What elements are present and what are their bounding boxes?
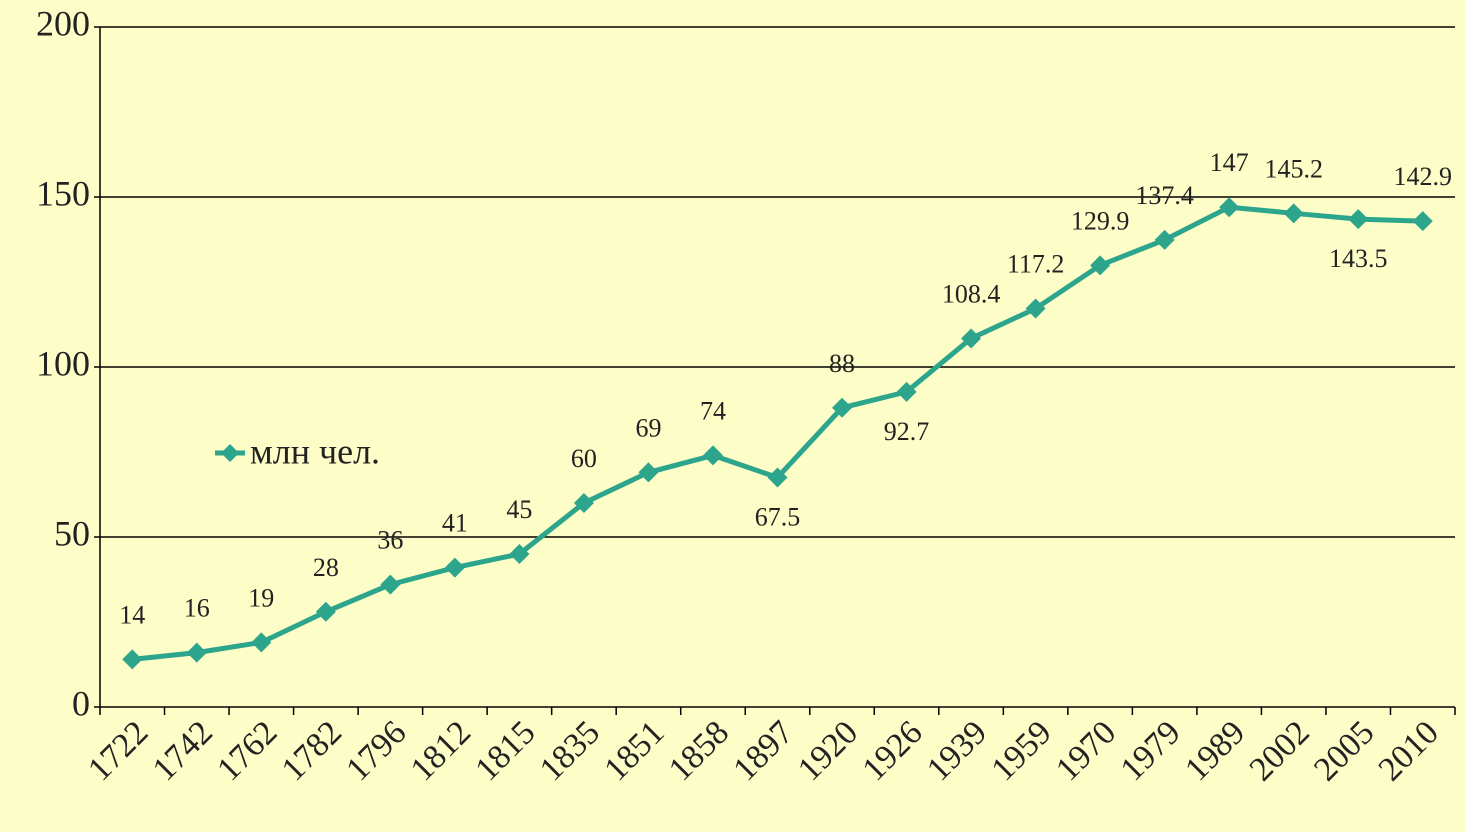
marker [186,642,207,663]
marker [1283,203,1304,224]
x-tick-label: 1835 [533,714,607,788]
data-label: 74 [700,396,726,425]
y-tick-label: 50 [54,513,90,553]
x-tick-label: 1722 [81,714,155,788]
y-tick-label: 200 [36,3,90,43]
marker [702,445,723,466]
legend-label: млн чел. [250,431,380,471]
data-label: 143.5 [1329,244,1388,273]
legend-marker [221,444,239,462]
data-label: 60 [571,444,597,473]
y-tick-label: 100 [36,343,90,383]
marker [573,493,594,513]
x-tick-label: 2010 [1372,714,1446,788]
marker [509,544,530,564]
data-label: 137.4 [1135,181,1194,210]
x-tick-label: 2002 [1243,714,1317,788]
data-label: 36 [377,526,403,555]
x-tick-label: 1989 [1178,714,1252,788]
x-tick-label: 1970 [1049,714,1123,788]
data-label: 108.4 [942,279,1001,308]
x-tick-label: 1959 [985,714,1059,788]
marker [1154,229,1175,250]
x-tick-label: 1742 [146,714,220,788]
marker [1025,298,1046,319]
marker [896,381,917,402]
data-label: 41 [442,509,468,538]
marker [251,632,272,653]
marker [1219,197,1240,218]
data-label: 16 [184,594,210,623]
marker [444,557,465,578]
x-tick-label: 1762 [210,714,284,788]
data-label: 19 [248,583,274,612]
marker [767,467,788,488]
data-label: 88 [829,349,855,378]
data-label: 28 [313,553,339,582]
x-tick-label: 1897 [726,714,800,788]
x-tick-label: 1858 [662,714,736,788]
marker [961,328,982,349]
x-tick-label: 1812 [404,714,478,788]
data-label: 142.9 [1393,162,1452,191]
data-label: 45 [506,495,532,524]
marker [380,574,401,595]
marker [638,462,659,483]
data-label: 147 [1210,148,1249,177]
x-tick-label: 1851 [597,714,671,788]
data-label: 67.5 [755,502,801,531]
data-label: 145.2 [1264,154,1323,183]
data-label: 14 [119,600,145,629]
marker [122,649,143,670]
x-tick-label: 1796 [339,714,413,788]
x-tick-label: 1939 [920,714,994,788]
x-tick-label: 1979 [1114,714,1188,788]
marker [1090,255,1111,276]
marker [832,397,853,418]
y-tick-label: 150 [36,173,90,213]
data-label: 129.9 [1071,206,1130,235]
x-tick-label: 1926 [855,714,929,788]
x-tick-label: 2005 [1307,714,1381,788]
x-tick-label: 1782 [275,714,349,788]
data-label: 117.2 [1007,249,1065,278]
marker [315,601,336,622]
marker [1348,209,1369,230]
x-tick-label: 1815 [468,714,542,788]
x-tick-label: 1920 [791,714,865,788]
y-tick-label: 0 [72,683,90,723]
marker [1412,211,1433,232]
data-label: 92.7 [884,417,930,446]
data-label: 69 [635,413,661,442]
